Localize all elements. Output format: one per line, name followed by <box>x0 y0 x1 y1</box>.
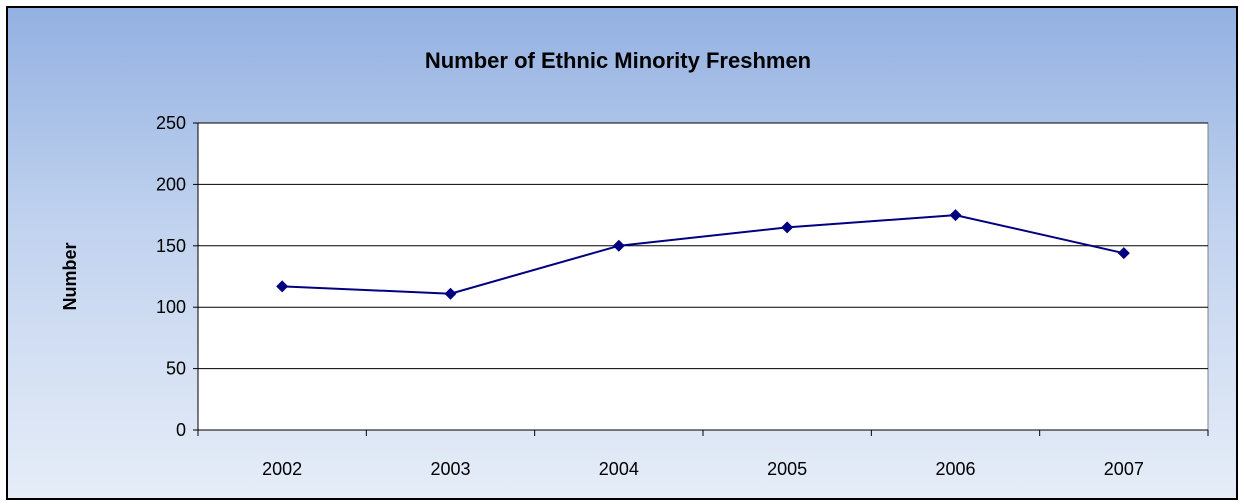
line-chart: Number of Ethnic Minority Freshmen Numbe… <box>60 48 1209 479</box>
x-tick-label: 2004 <box>599 459 639 479</box>
data-point <box>1117 247 1130 260</box>
x-tick-label: 2003 <box>430 459 470 479</box>
y-tick-label: 200 <box>156 174 186 194</box>
data-point <box>781 221 794 234</box>
x-tick-label: 2002 <box>262 459 302 479</box>
x-tick-label: 2006 <box>935 459 975 479</box>
y-tick-label: 250 <box>156 113 186 133</box>
data-point <box>276 280 289 293</box>
y-tick-label: 0 <box>176 420 186 440</box>
chart-frame: Number of Ethnic Minority Freshmen Numbe… <box>6 6 1238 500</box>
series-line <box>282 214 1125 295</box>
chart-title: Number of Ethnic Minority Freshmen <box>425 48 811 73</box>
y-tick-label: 100 <box>156 297 186 317</box>
y-tick-label: 150 <box>156 236 186 256</box>
data-point <box>949 209 962 222</box>
x-tick-label: 2007 <box>1104 459 1144 479</box>
plot-background <box>197 122 1209 431</box>
data-point <box>444 287 457 300</box>
x-tick-label: 2005 <box>767 459 807 479</box>
y-tick-label: 50 <box>166 359 186 379</box>
y-axis-title: Number <box>60 242 80 310</box>
plot-area: 0 50 100 150 200 250 2002 2003 2004 2005 2006 2007 <box>156 113 1209 479</box>
data-point <box>612 239 625 252</box>
